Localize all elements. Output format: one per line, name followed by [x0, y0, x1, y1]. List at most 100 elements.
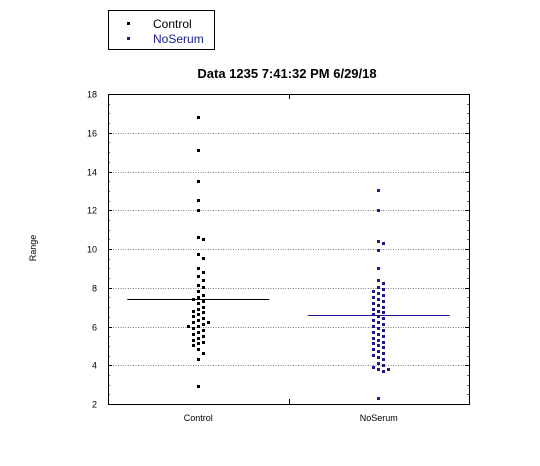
- data-point-noserum: [372, 337, 375, 340]
- data-point-noserum: [387, 368, 390, 371]
- data-point-control: [202, 352, 205, 355]
- data-point-control: [202, 257, 205, 260]
- data-point-control: [202, 238, 205, 241]
- data-point-noserum: [382, 358, 385, 361]
- data-point-noserum: [382, 346, 385, 349]
- data-point-noserum: [382, 282, 385, 285]
- data-point-control: [197, 313, 200, 316]
- data-point-noserum: [372, 290, 375, 293]
- legend-label-noserum: NoSerum: [153, 32, 204, 46]
- data-point-noserum: [377, 267, 380, 270]
- data-point-control: [202, 323, 205, 326]
- data-point-control: [197, 199, 200, 202]
- legend-box: [108, 10, 215, 50]
- data-point-control: [197, 302, 200, 305]
- data-point-control: [202, 294, 205, 297]
- data-point-control: [192, 344, 195, 347]
- legend: Control NoSerum: [108, 10, 215, 50]
- data-point-noserum: [372, 302, 375, 305]
- data-point-noserum: [377, 310, 380, 313]
- data-point-control: [197, 348, 200, 351]
- data-point-control: [192, 333, 195, 336]
- legend-label-control: Control: [153, 17, 192, 31]
- data-point-control: [202, 329, 205, 332]
- x-tick-label: Control: [184, 413, 213, 423]
- chart-title: Data 1235 7:41:32 PM 6/29/18: [197, 66, 376, 81]
- data-point-control: [202, 311, 205, 314]
- data-point-noserum: [382, 335, 385, 338]
- axes: [108, 94, 470, 405]
- data-point-noserum: [377, 286, 380, 289]
- data-point-control: [197, 337, 200, 340]
- data-point-noserum: [372, 325, 375, 328]
- data-point-noserum: [372, 354, 375, 357]
- data-point-noserum: [377, 189, 380, 192]
- y-tick-label: 6: [92, 323, 97, 333]
- data-point-noserum: [372, 313, 375, 316]
- data-point-control: [197, 290, 200, 293]
- legend-marker-control: [127, 22, 130, 25]
- data-point-control: [202, 335, 205, 338]
- data-point-control: [192, 298, 195, 301]
- y-tick-label: 14: [87, 168, 97, 178]
- data-point-noserum: [382, 317, 385, 320]
- legend-marker-noserum: [127, 37, 130, 40]
- y-tick-label: 12: [87, 206, 97, 216]
- y-tick-labels: 2 4 6 8 10 12 14 16 18: [87, 90, 97, 410]
- data-point-noserum: [377, 362, 380, 365]
- x-tick-label: NoSerum: [360, 413, 398, 423]
- y-axis-title: Range: [28, 235, 38, 262]
- data-point-control: [202, 286, 205, 289]
- data-point-noserum: [382, 370, 385, 373]
- data-point-noserum: [382, 323, 385, 326]
- data-point-noserum: [377, 356, 380, 359]
- data-point-control: [197, 209, 200, 212]
- data-point-control: [192, 321, 195, 324]
- y-tick-label: 16: [87, 129, 97, 139]
- data-point-noserum: [382, 341, 385, 344]
- data-point-control: [197, 319, 200, 322]
- data-point-control: [197, 358, 200, 361]
- data-point-noserum: [377, 333, 380, 336]
- y-tick-label: 10: [87, 245, 97, 255]
- data-point-control: [197, 275, 200, 278]
- data-point-noserum: [377, 240, 380, 243]
- data-point-control: [197, 180, 200, 183]
- data-point-noserum: [382, 329, 385, 332]
- data-point-noserum: [372, 296, 375, 299]
- data-point-noserum: [382, 242, 385, 245]
- data-point-noserum: [377, 397, 380, 400]
- data-point-control: [202, 279, 205, 282]
- data-point-noserum: [382, 300, 385, 303]
- data-point-noserum: [377, 321, 380, 324]
- data-point-control: [197, 284, 200, 287]
- data-point-noserum: [382, 294, 385, 297]
- data-point-control: [202, 300, 205, 303]
- data-point-control: [192, 327, 195, 330]
- data-point-noserum: [382, 311, 385, 314]
- data-point-noserum: [382, 364, 385, 367]
- data-point-noserum: [377, 292, 380, 295]
- data-point-control: [197, 331, 200, 334]
- data-point-noserum: [377, 350, 380, 353]
- data-point-noserum: [382, 306, 385, 309]
- data-point-control: [197, 116, 200, 119]
- data-point-noserum: [377, 368, 380, 371]
- data-point-control: [197, 296, 200, 299]
- data-point-control: [202, 341, 205, 344]
- data-point-control: [202, 317, 205, 320]
- grid-lines: [108, 133, 469, 366]
- data-point-noserum: [377, 249, 380, 252]
- y-tick-label: 2: [92, 400, 97, 410]
- data-point-control: [192, 310, 195, 313]
- data-point-noserum: [377, 344, 380, 347]
- data-point-control: [197, 149, 200, 152]
- data-point-control: [197, 308, 200, 311]
- data-point-control: [192, 315, 195, 318]
- data-point-noserum: [382, 352, 385, 355]
- data-point-control: [207, 321, 210, 324]
- y-tick-label: 4: [92, 361, 97, 371]
- data-point-noserum: [372, 308, 375, 311]
- data-point-noserum: [377, 279, 380, 282]
